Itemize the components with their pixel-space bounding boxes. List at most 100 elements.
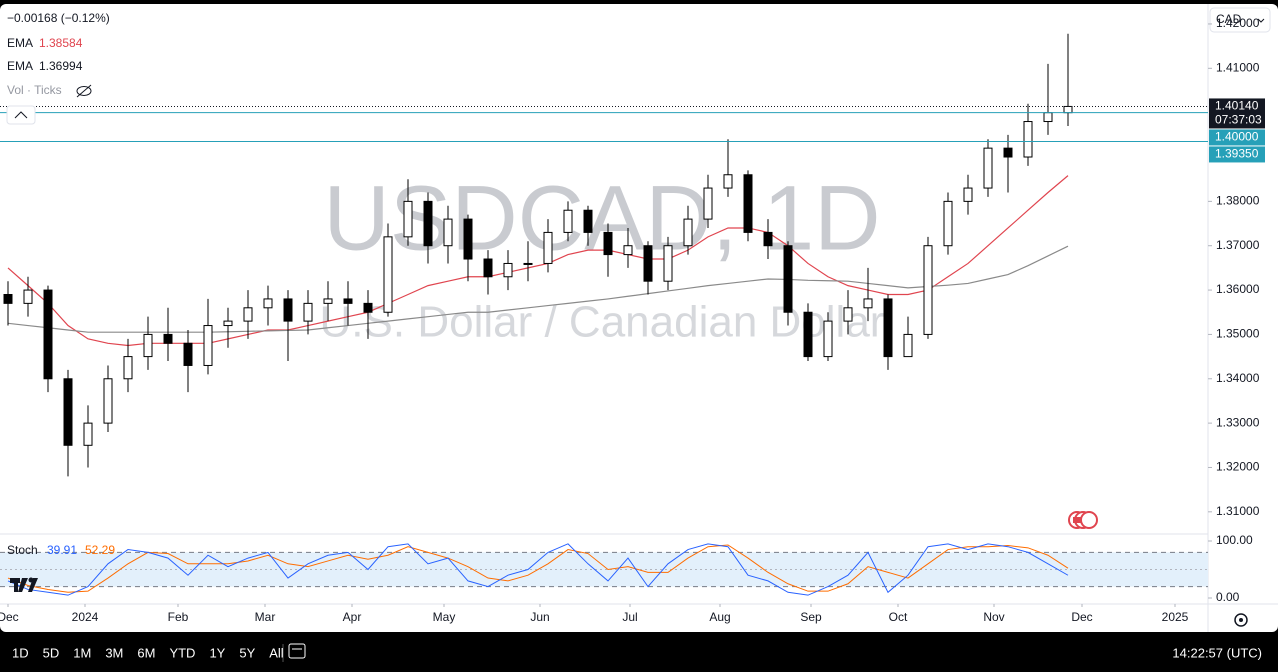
x-tick-label: Feb <box>168 610 189 624</box>
candle-body <box>63 378 73 446</box>
stoch-line <box>7 543 1069 596</box>
countdown-label: 07:37:03 <box>1215 113 1262 127</box>
ema-line <box>7 245 1069 333</box>
settings-icon[interactable] <box>1234 613 1248 627</box>
stoch-line <box>7 544 1069 593</box>
dropdown-icon <box>1257 18 1265 23</box>
price-label-box <box>1209 146 1265 163</box>
legend-name: EMA <box>7 36 33 50</box>
candle-body <box>583 209 593 233</box>
candle-body <box>623 245 633 256</box>
range-button[interactable]: 1D <box>12 645 29 660</box>
range-button[interactable]: All <box>269 645 284 660</box>
candle-body <box>783 245 793 313</box>
candle-body <box>843 307 853 322</box>
range-button[interactable]: 5D <box>43 645 60 660</box>
flag-icon <box>1068 511 1098 529</box>
candle-body <box>143 333 153 358</box>
stoch-tick-label: 0.00 <box>1216 590 1240 604</box>
candle-body <box>863 298 873 309</box>
candle-body <box>263 298 273 309</box>
stoch-value: 39.91 <box>47 543 77 557</box>
candle-body <box>463 218 473 260</box>
candle-body <box>1043 112 1053 123</box>
range-button[interactable]: 3M <box>105 645 123 660</box>
candle-body <box>23 289 33 304</box>
candle-body <box>503 262 513 278</box>
legend-value: 1.36994 <box>39 59 83 73</box>
x-tick-label: Dec <box>1071 610 1092 624</box>
collapse-icon <box>14 111 28 119</box>
candle-body <box>523 262 533 265</box>
candle-body <box>983 147 993 189</box>
x-tick-label: Aug <box>709 610 730 624</box>
y-tick-label: 1.32000 <box>1216 460 1260 474</box>
x-tick-label: Oct <box>889 610 908 624</box>
price-label: 1.40140 <box>1215 99 1259 113</box>
x-tick-label: Mar <box>255 610 276 624</box>
x-tick-label: Nov <box>983 610 1004 624</box>
candle-body <box>823 320 833 358</box>
range-button[interactable]: 6M <box>137 645 155 660</box>
candle-body <box>403 200 413 238</box>
legend-value: 1.38584 <box>39 36 83 50</box>
stoch-tick-label: 100.00 <box>1216 533 1253 547</box>
legend: −0.00168 (−0.12%) EMA 1.38584 EMA 1.3699… <box>6 11 115 557</box>
candle-body <box>663 245 673 282</box>
stoch-name: Stoch <box>7 543 38 557</box>
hide-icon[interactable] <box>76 84 92 98</box>
currency-label: CAD <box>1216 12 1242 26</box>
x-tick-label: May <box>433 610 456 624</box>
candle-body <box>943 200 953 247</box>
x-tick-label: 2025 <box>1162 610 1189 624</box>
date-range-button[interactable] <box>288 643 306 659</box>
candle-body <box>903 333 913 358</box>
candle-body <box>723 174 733 189</box>
price-label-box <box>1209 129 1265 146</box>
candle-body <box>383 236 393 313</box>
candle-body <box>1023 121 1033 158</box>
tv-logo <box>10 577 38 592</box>
range-button[interactable]: 5Y <box>239 645 255 660</box>
collapse-button[interactable] <box>6 105 36 125</box>
candle-body <box>183 342 193 366</box>
x-tick-label: Dec <box>0 610 19 624</box>
candle-body <box>343 298 353 304</box>
y-tick-label: 1.38000 <box>1216 194 1260 208</box>
range-button[interactable]: 1Y <box>209 645 225 660</box>
range-button[interactable]: 1M <box>73 645 91 660</box>
x-tick-label: Sep <box>800 610 822 624</box>
candle-body <box>963 187 973 202</box>
x-tick-label: Jul <box>622 610 637 624</box>
change-label: −0.00168 (−0.12%) <box>7 11 110 25</box>
y-tick-label: 1.37000 <box>1216 238 1260 252</box>
y-tick-label: 1.41000 <box>1216 60 1260 74</box>
volume-label: Vol · Ticks <box>7 83 62 97</box>
candle-body <box>603 231 613 256</box>
y-tick-label: 1.35000 <box>1216 327 1260 341</box>
price-label: 1.39350 <box>1215 147 1259 161</box>
bottom-toolbar: 14:22:57 (UTC) 1D 5D 1M 3M 6M YTD 1Y 5Y All <box>12 643 1262 662</box>
chart-panel <box>0 4 1278 632</box>
candle-body <box>443 218 453 247</box>
candle-body <box>103 378 113 424</box>
candle-body <box>203 325 213 366</box>
candle-body <box>743 174 753 233</box>
candle-body <box>123 356 133 380</box>
candle-body <box>643 245 653 282</box>
candle-body <box>243 307 253 322</box>
price-label-box <box>1209 98 1265 129</box>
price-label: 1.40000 <box>1215 130 1259 144</box>
candle-body <box>163 333 173 344</box>
y-tick-label: 1.36000 <box>1216 282 1260 296</box>
candle-body <box>323 298 333 304</box>
range-button[interactable]: YTD <box>169 645 195 660</box>
y-tick-label: 1.33000 <box>1216 415 1260 429</box>
stoch-value: 52.29 <box>85 543 115 557</box>
y-tick-label: 1.31000 <box>1216 504 1260 518</box>
y-tick-label: 1.42000 <box>1216 16 1260 30</box>
currency-button[interactable]: CAD <box>1209 7 1271 33</box>
x-tick-label: Jun <box>530 610 549 624</box>
